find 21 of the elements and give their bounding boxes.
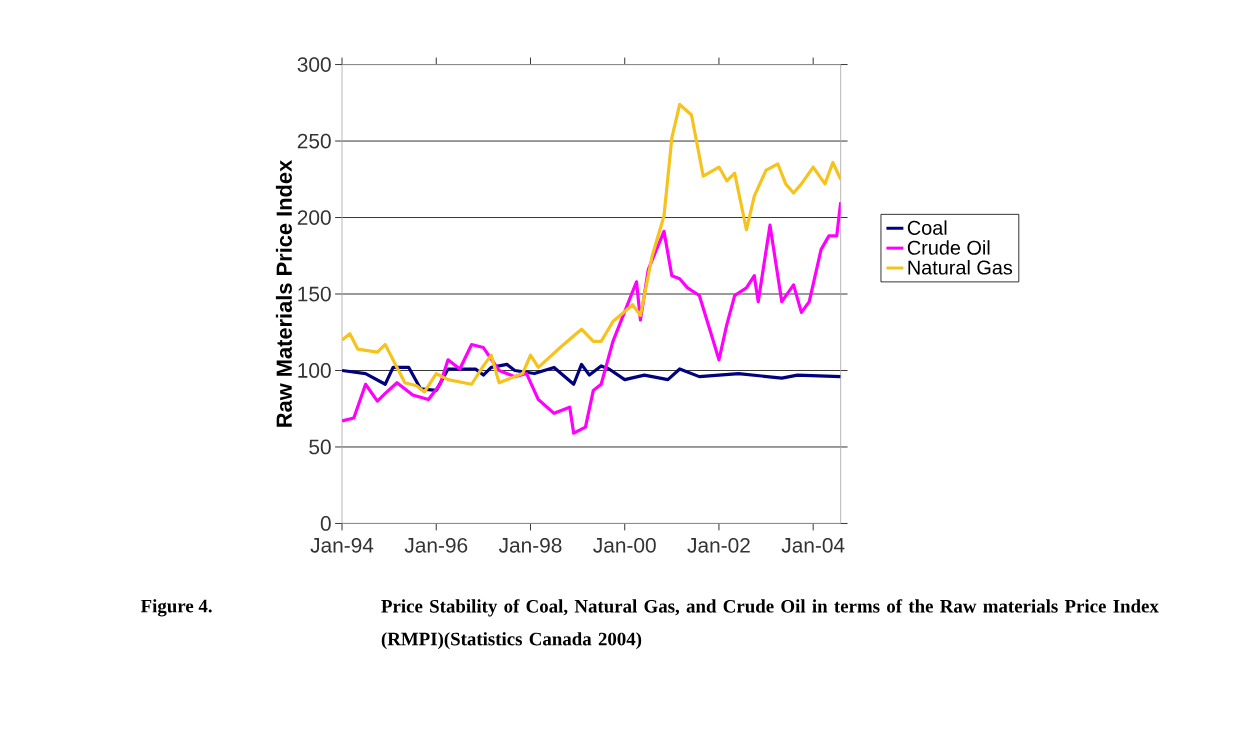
x-tick-label: Jan-02: [687, 537, 750, 553]
y-tick-label: 100: [298, 363, 331, 378]
x-tick-label: Jan-04: [781, 537, 845, 553]
line-series: [342, 200, 841, 435]
y-axis-title: Raw Materials Price Index: [275, 160, 292, 427]
y-tick-label: 0: [320, 516, 331, 531]
x-tick-label: Jan-96: [404, 537, 468, 553]
legend-label: Crude Oil: [907, 240, 990, 255]
x-tick-label: Jan-00: [593, 537, 656, 553]
y-tick-label: 300: [297, 57, 331, 72]
x-tick-label: Jan-94: [310, 537, 374, 553]
y-tick-label: 150: [298, 286, 331, 302]
y-tick-label: 250: [297, 133, 331, 149]
caption: Figure 4.: [140, 599, 212, 617]
x-tick-label: Jan-98: [498, 537, 562, 553]
y-tick-label: 200: [297, 210, 331, 225]
line-series: [342, 102, 841, 394]
text: Price Stability of Coal, Natural Gas, and Crude Oil in terms of the Raw materials Price Index (RMPI)(Statistics Canada 2004): [381, 599, 1159, 650]
legend-label: Natural Gas: [908, 260, 1013, 275]
legend-label: Coal: [907, 220, 947, 235]
y-tick-label: 50: [309, 439, 331, 455]
